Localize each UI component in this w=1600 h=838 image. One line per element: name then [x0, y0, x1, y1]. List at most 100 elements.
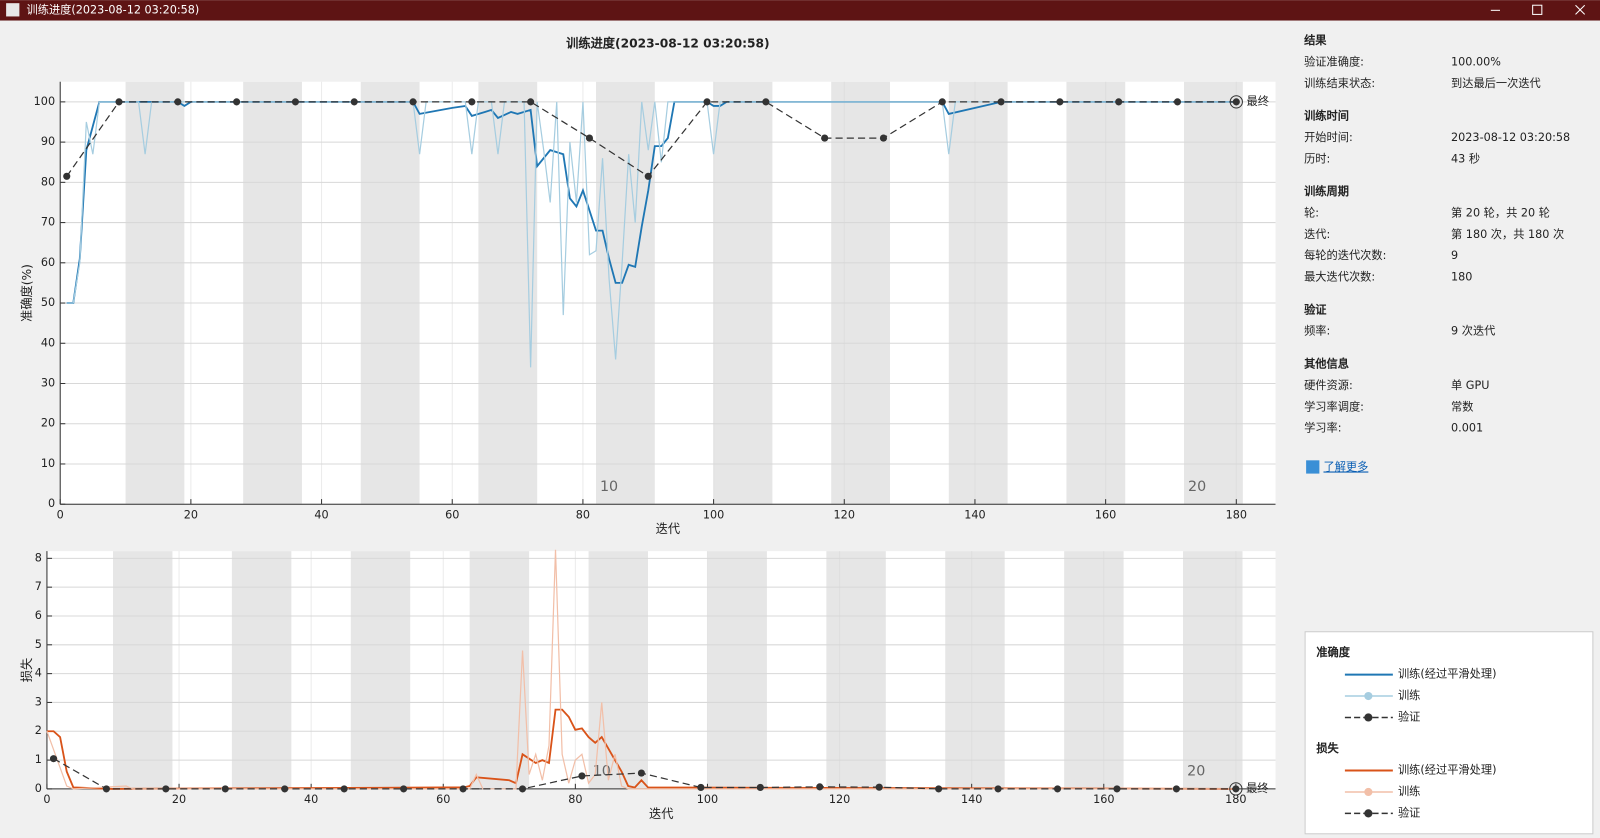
y-tick-label: 1	[35, 753, 42, 766]
x-tick-label: 100	[697, 793, 718, 806]
epoch-band	[350, 551, 411, 789]
validation-point	[1115, 98, 1123, 106]
info-value: 第 180 次，共 180 次	[1451, 227, 1564, 241]
y-tick-label: 8	[35, 551, 42, 564]
y-tick-label: 0	[35, 782, 42, 795]
y-tick-label: 3	[35, 695, 42, 708]
y-tick-label: 90	[41, 135, 55, 148]
legend-marker	[1364, 691, 1373, 701]
info-value: 180	[1451, 271, 1472, 284]
info-label: 学习率调度:	[1304, 399, 1364, 413]
y-tick-label: 10	[41, 457, 55, 470]
raw-line	[46, 549, 1236, 790]
info-label: 频率:	[1304, 324, 1330, 338]
final-label: 最终	[1247, 94, 1269, 108]
final-marker	[1229, 782, 1243, 796]
y-tick-label: 30	[41, 377, 55, 390]
epoch-band	[478, 81, 538, 505]
maximize-button[interactable]	[1532, 4, 1543, 15]
x-tick-label: 140	[961, 793, 982, 806]
y-tick-label: 80	[41, 175, 55, 188]
final-label: 最终	[1246, 781, 1268, 795]
y-axis-label: 损失	[19, 658, 34, 682]
y-tick-label: 0	[48, 497, 55, 510]
info-label: 训练结束状态:	[1304, 76, 1375, 90]
validation-point	[291, 98, 299, 106]
info-value: 2023-08-12 03:20:58	[1451, 131, 1570, 144]
epoch-band	[595, 81, 655, 505]
x-tick-label: 60	[445, 508, 459, 521]
legend-label: 训练	[1398, 784, 1420, 798]
validation-point	[1113, 785, 1121, 793]
x-tick-label: 180	[1226, 508, 1247, 521]
info-value: 9 次迭代	[1451, 324, 1495, 338]
x-tick-label: 140	[964, 508, 985, 521]
info-label: 最大迭代次数:	[1304, 270, 1375, 284]
validation-point	[1172, 785, 1181, 793]
validation-point	[938, 98, 946, 106]
window-title: 训练进度(2023-08-12 03:20:58)	[27, 2, 200, 16]
app-icon	[6, 3, 20, 17]
x-tick-label: 60	[436, 793, 450, 806]
validation-point	[821, 134, 829, 142]
validation-point	[63, 172, 71, 180]
legend-label: 训练(经过平滑处理)	[1398, 763, 1497, 777]
x-tick-label: 0	[43, 793, 50, 806]
y-tick-label: 7	[35, 580, 42, 593]
validation-point	[697, 783, 705, 792]
epoch-band	[707, 551, 767, 789]
validation-point	[578, 772, 586, 780]
learn-more-link[interactable]: 了解更多	[1323, 459, 1368, 473]
epoch-band	[1064, 551, 1124, 789]
epoch-band	[588, 551, 649, 789]
epoch-band	[243, 81, 302, 505]
y-tick-label: 70	[41, 216, 55, 229]
validation-point	[644, 172, 652, 180]
validation-point	[281, 785, 289, 793]
y-axis-label: 准确度(%)	[19, 264, 34, 322]
y-tick-label: 20	[41, 417, 55, 430]
epoch-band	[125, 81, 185, 505]
info-value: 到达最后一次迭代	[1451, 76, 1541, 90]
legend-label: 验证	[1398, 805, 1420, 819]
y-tick-label: 60	[41, 256, 55, 269]
close-button[interactable]	[1575, 4, 1586, 15]
x-tick-label: 80	[576, 508, 590, 521]
legend-label: 训练(经过平滑处理)	[1398, 667, 1497, 681]
x-tick-label: 20	[184, 508, 198, 521]
x-tick-label: 180	[1225, 793, 1246, 806]
info-label: 轮:	[1304, 205, 1319, 219]
y-tick-label: 100	[34, 95, 55, 108]
validation-point	[1173, 98, 1182, 106]
info-value: 100.00%	[1451, 55, 1501, 68]
legend-title: 损失	[1316, 741, 1339, 755]
info-label: 开始时间:	[1304, 130, 1353, 144]
info-label: 验证准确度:	[1304, 54, 1364, 68]
validation-point	[174, 98, 182, 106]
epoch-band	[231, 551, 292, 789]
validation-point	[1053, 785, 1062, 793]
x-axis-label: 迭代	[649, 807, 673, 821]
validation-point	[221, 785, 229, 793]
info-label: 每轮的迭代次数:	[1304, 248, 1386, 262]
epoch-band	[945, 551, 1005, 789]
x-tick-label: 120	[834, 508, 855, 521]
y-tick-label: 50	[41, 296, 55, 309]
x-tick-label: 0	[57, 508, 64, 521]
legend-marker	[1364, 787, 1373, 797]
info-value: 43 秒	[1451, 151, 1480, 165]
info-heading: 结果	[1303, 33, 1327, 47]
validation-point	[102, 785, 110, 793]
validation-point	[409, 98, 417, 106]
epoch-band	[1184, 81, 1243, 505]
legend-marker	[1364, 713, 1373, 722]
info-heading: 验证	[1304, 302, 1327, 316]
x-tick-label: 160	[1095, 508, 1116, 521]
validation-point	[879, 134, 888, 142]
epoch-band	[360, 81, 420, 505]
epoch-label: 20	[1187, 764, 1205, 780]
epoch-band	[831, 81, 891, 505]
epoch-band	[1183, 551, 1243, 789]
title-bar	[0, 0, 1600, 21]
